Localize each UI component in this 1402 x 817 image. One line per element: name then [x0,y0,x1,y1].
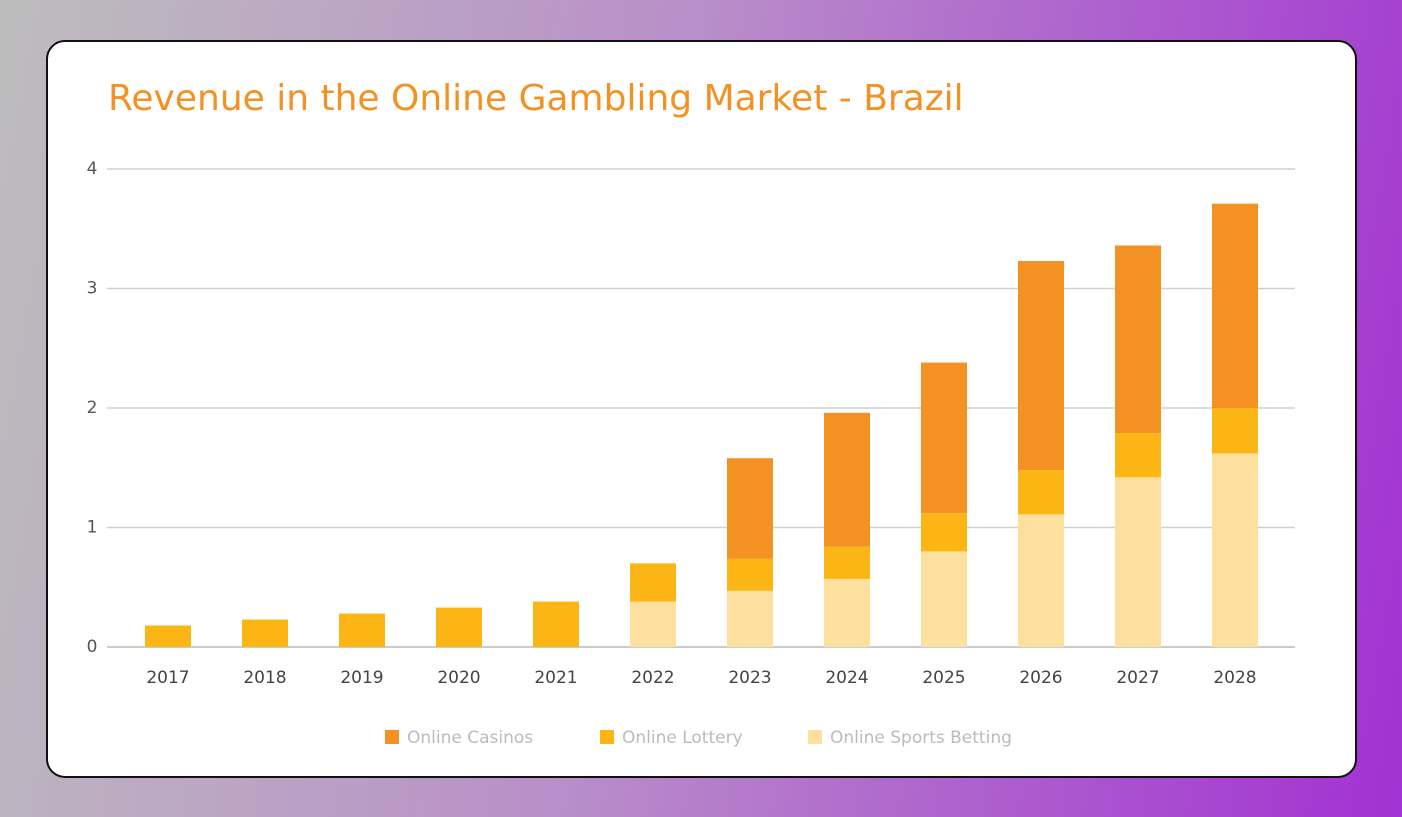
x-tick-label: 2020 [437,668,480,688]
y-tick-label: 4 [87,159,98,179]
bar-segment [1018,514,1064,647]
x-tick-label: 2026 [1019,668,1062,688]
bar-segment [824,578,870,647]
y-tick-label: 2 [87,398,98,418]
bar-segment [921,551,967,647]
x-tick-label: 2028 [1213,668,1256,688]
bar-segment [921,362,967,514]
legend-swatch [808,730,822,744]
bar-segment [1018,470,1064,515]
legend-swatch [600,730,614,744]
bar-segment [824,412,870,547]
bar-segment [242,619,288,647]
y-tick-label: 0 [87,637,98,657]
x-tick-label: 2024 [825,668,868,688]
bar-segment [1115,245,1161,434]
y-tick-label: 1 [87,518,98,538]
x-tick-label: 2021 [534,668,577,688]
x-tick-label: 2025 [922,668,965,688]
bar-segment [1115,477,1161,647]
x-tick-label: 2027 [1116,668,1159,688]
bar-segment [1018,261,1064,471]
bar-segment [339,613,385,647]
bar-segment [630,563,676,602]
bar-segment [1212,408,1258,454]
legend-swatch [385,730,399,744]
bar-segment [921,513,967,552]
x-tick-label: 2017 [146,668,189,688]
bar-segment [727,590,773,647]
x-tick-label: 2023 [728,668,771,688]
x-tick-label: 2022 [631,668,674,688]
bar-segment [630,601,676,647]
legend-label: Online Casinos [407,728,533,748]
x-tick-label: 2019 [340,668,383,688]
bar-segment [1115,433,1161,478]
bar-segment [1212,203,1258,408]
chart-title: Revenue in the Online Gambling Market - … [108,78,964,119]
x-tick-label: 2018 [243,668,286,688]
bar-segment [824,546,870,579]
legend-label: Online Lottery [622,728,743,748]
legend-label: Online Sports Betting [830,728,1012,748]
bar-segment [533,601,579,647]
y-tick-label: 3 [87,279,98,299]
bar-segment [727,558,773,591]
bar-segment [436,607,482,647]
bar-segment [1212,453,1258,647]
bar-segment [727,458,773,559]
bar-segment [145,625,191,647]
